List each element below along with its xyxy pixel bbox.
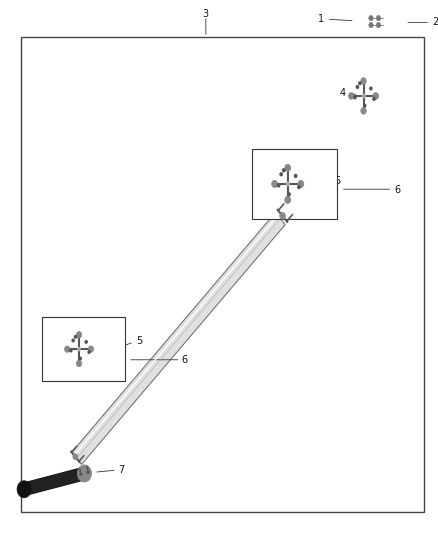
Circle shape	[359, 82, 361, 85]
Circle shape	[369, 22, 373, 28]
Text: 6: 6	[394, 185, 400, 195]
Circle shape	[272, 180, 277, 188]
Circle shape	[349, 93, 354, 99]
Circle shape	[17, 481, 31, 498]
Circle shape	[73, 454, 78, 459]
Circle shape	[356, 86, 359, 88]
Text: 6: 6	[182, 355, 188, 365]
Bar	[252, 149, 337, 219]
Circle shape	[283, 169, 285, 172]
Circle shape	[88, 351, 90, 353]
Circle shape	[298, 185, 300, 189]
Circle shape	[78, 465, 92, 482]
Circle shape	[77, 332, 81, 338]
Circle shape	[373, 98, 375, 100]
Circle shape	[298, 180, 304, 188]
Text: 4: 4	[340, 88, 346, 98]
Text: 7: 7	[118, 465, 124, 475]
Circle shape	[83, 471, 86, 475]
Circle shape	[294, 174, 297, 177]
Circle shape	[72, 339, 74, 342]
Circle shape	[354, 96, 356, 99]
Circle shape	[376, 22, 381, 28]
Circle shape	[369, 15, 373, 21]
Circle shape	[286, 182, 290, 186]
Circle shape	[373, 93, 378, 99]
Circle shape	[74, 336, 77, 338]
Circle shape	[362, 94, 365, 98]
Circle shape	[361, 78, 366, 84]
Text: 3: 3	[203, 9, 209, 19]
Bar	[42, 317, 125, 381]
Circle shape	[285, 196, 291, 204]
Bar	[21, 37, 424, 512]
Text: 1: 1	[318, 14, 324, 24]
Circle shape	[361, 108, 366, 114]
Polygon shape	[72, 213, 285, 464]
Circle shape	[277, 184, 280, 187]
Circle shape	[280, 213, 285, 219]
Circle shape	[364, 104, 366, 107]
Circle shape	[288, 193, 290, 196]
Circle shape	[79, 357, 81, 360]
Circle shape	[85, 341, 87, 343]
Circle shape	[370, 87, 372, 90]
Circle shape	[77, 360, 81, 367]
Circle shape	[70, 349, 72, 352]
Text: 5: 5	[334, 176, 340, 186]
Circle shape	[280, 173, 283, 176]
Text: 2: 2	[433, 18, 438, 27]
Circle shape	[65, 346, 70, 352]
Circle shape	[78, 347, 81, 351]
Polygon shape	[23, 468, 82, 496]
Text: 5: 5	[136, 336, 142, 346]
Circle shape	[376, 15, 381, 21]
Circle shape	[88, 346, 93, 352]
Circle shape	[285, 164, 291, 172]
